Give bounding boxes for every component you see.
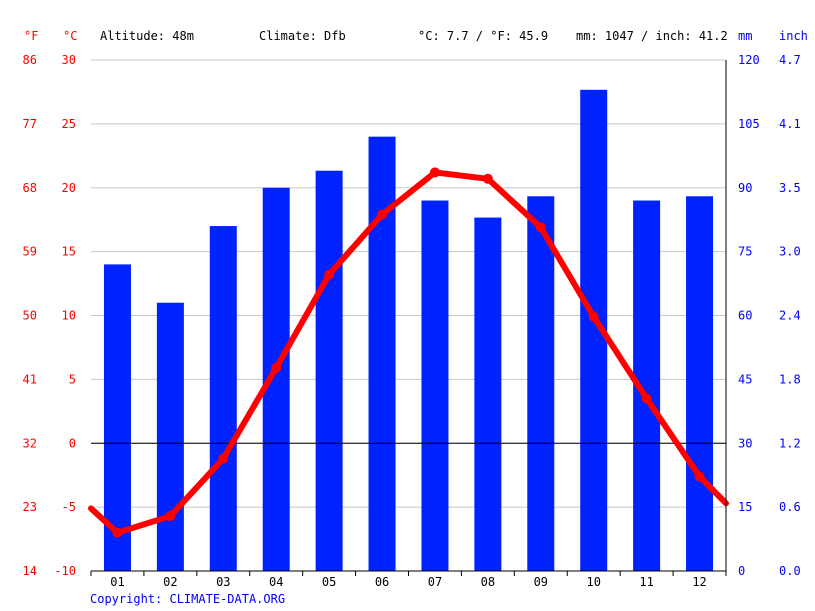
inch-tick-label: 2.4 bbox=[779, 309, 801, 323]
fahrenheit-tick-label: 23 bbox=[23, 500, 37, 514]
grid-lines bbox=[91, 59, 726, 508]
month-label-05: 05 bbox=[322, 575, 336, 589]
mm-tick-label: 90 bbox=[738, 181, 752, 195]
temperature-point-04 bbox=[271, 362, 282, 373]
fahrenheit-ticks: 86 77 68 59 50 41 32 23 14 bbox=[23, 53, 37, 578]
mm-tick-label: 0 bbox=[738, 564, 745, 578]
celsius-tick-label: 5 bbox=[69, 372, 76, 386]
inch-tick-label: 1.2 bbox=[779, 436, 801, 450]
precipitation-bar-02 bbox=[156, 302, 184, 571]
celsius-tick-label: 10 bbox=[62, 309, 76, 323]
axis-lines bbox=[90, 60, 727, 576]
mm-ticks: 120 105 90 75 60 45 30 15 0 bbox=[738, 53, 760, 578]
month-label-06: 06 bbox=[375, 575, 389, 589]
inch-tick-label: 0.6 bbox=[779, 500, 801, 514]
celsius-tick-label: -10 bbox=[54, 564, 76, 578]
temperature-point-09 bbox=[535, 222, 546, 233]
precipitation-bar-09 bbox=[527, 196, 555, 571]
mm-tick-label: 45 bbox=[738, 372, 752, 386]
temperature-point-05 bbox=[324, 269, 335, 280]
temperature-point-06 bbox=[377, 209, 388, 220]
temperature-point-08 bbox=[482, 173, 493, 184]
mm-tick-label: 30 bbox=[738, 436, 752, 450]
unit-inch-label: inch bbox=[779, 29, 808, 43]
precipitation-bar-08 bbox=[474, 217, 502, 571]
precipitation-bar-01 bbox=[103, 264, 131, 571]
precipitation-bars bbox=[103, 89, 714, 571]
month-label-01: 01 bbox=[110, 575, 124, 589]
unit-celsius-label: °C bbox=[63, 29, 77, 43]
celsius-tick-label: 30 bbox=[62, 53, 76, 67]
inch-tick-label: 0.0 bbox=[779, 564, 801, 578]
month-label-03: 03 bbox=[216, 575, 230, 589]
month-labels: 01 02 03 04 05 06 07 08 09 10 11 12 bbox=[110, 575, 707, 589]
precipitation-bar-03 bbox=[209, 226, 237, 571]
temperature-point-02 bbox=[165, 511, 176, 522]
month-label-09: 09 bbox=[534, 575, 548, 589]
unit-fahrenheit-label: °F bbox=[24, 29, 38, 43]
fahrenheit-tick-label: 14 bbox=[23, 564, 37, 578]
month-label-04: 04 bbox=[269, 575, 283, 589]
celsius-tick-label: -5 bbox=[62, 500, 76, 514]
celsius-tick-label: 20 bbox=[62, 181, 76, 195]
inch-tick-label: 1.8 bbox=[779, 372, 801, 386]
celsius-tick-label: 25 bbox=[62, 117, 76, 131]
unit-mm-label: mm bbox=[738, 29, 752, 43]
fahrenheit-tick-label: 50 bbox=[23, 309, 37, 323]
mm-tick-label: 60 bbox=[738, 309, 752, 323]
fahrenheit-tick-label: 77 bbox=[23, 117, 37, 131]
altitude-label: Altitude: 48m bbox=[100, 29, 194, 43]
temperature-point-07 bbox=[429, 167, 440, 178]
inch-ticks: 4.7 4.1 3.5 3.0 2.4 1.8 1.2 0.6 0.0 bbox=[779, 53, 801, 578]
mm-tick-label: 15 bbox=[738, 500, 752, 514]
temperature-point-01 bbox=[112, 527, 123, 538]
inch-tick-label: 3.0 bbox=[779, 245, 801, 259]
celsius-ticks: 30 25 20 15 10 5 0 -5 -10 bbox=[54, 53, 76, 578]
temperature-point-03 bbox=[218, 453, 229, 464]
mm-tick-label: 120 bbox=[738, 53, 760, 67]
month-label-08: 08 bbox=[481, 575, 495, 589]
temperature-point-10 bbox=[588, 311, 599, 322]
month-label-07: 07 bbox=[428, 575, 442, 589]
precipitation-bar-05 bbox=[315, 170, 343, 571]
precipitation-total-label: mm: 1047 / inch: 41.2 bbox=[576, 29, 728, 43]
celsius-tick-label: 0 bbox=[69, 436, 76, 450]
precipitation-bar-12 bbox=[686, 196, 714, 571]
temperature-point-11 bbox=[641, 393, 652, 404]
month-label-10: 10 bbox=[586, 575, 600, 589]
inch-tick-label: 3.5 bbox=[779, 181, 801, 195]
fahrenheit-tick-label: 59 bbox=[23, 245, 37, 259]
temperature-line-path bbox=[88, 169, 729, 536]
copyright-label: Copyright: CLIMATE-DATA.ORG bbox=[90, 592, 285, 606]
fahrenheit-tick-label: 86 bbox=[23, 53, 37, 67]
climate-label: Climate: Dfb bbox=[259, 29, 346, 43]
celsius-tick-label: 15 bbox=[62, 245, 76, 259]
temperature-point-12 bbox=[694, 471, 705, 482]
month-label-11: 11 bbox=[639, 575, 653, 589]
mm-tick-label: 75 bbox=[738, 245, 752, 259]
month-label-02: 02 bbox=[163, 575, 177, 589]
fahrenheit-tick-label: 32 bbox=[23, 436, 37, 450]
inch-tick-label: 4.7 bbox=[779, 53, 801, 67]
fahrenheit-tick-label: 68 bbox=[23, 181, 37, 195]
mm-tick-label: 105 bbox=[738, 117, 760, 131]
precipitation-bar-07 bbox=[421, 200, 449, 571]
fahrenheit-tick-label: 41 bbox=[23, 372, 37, 386]
average-temperature-label: °C: 7.7 / °F: 45.9 bbox=[418, 29, 548, 43]
temperature-line bbox=[88, 167, 729, 538]
month-label-12: 12 bbox=[692, 575, 706, 589]
precipitation-bar-06 bbox=[368, 136, 396, 571]
inch-tick-label: 4.1 bbox=[779, 117, 801, 131]
